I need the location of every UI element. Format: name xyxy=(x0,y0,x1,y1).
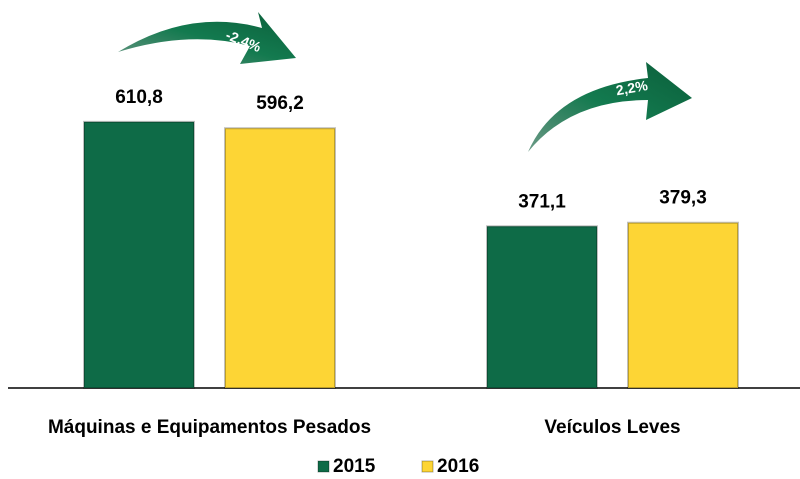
trend-arrow xyxy=(118,12,296,64)
bar xyxy=(627,221,739,389)
value-label: 596,2 xyxy=(256,93,304,114)
legend-label: 2016 xyxy=(437,456,479,477)
bar xyxy=(83,120,195,389)
legend-swatch xyxy=(317,460,330,473)
value-label: 371,1 xyxy=(518,191,566,212)
annotation: 2,2% xyxy=(615,77,650,98)
bar xyxy=(486,225,598,389)
bar xyxy=(224,127,336,389)
legend-label: 2015 xyxy=(333,456,376,477)
x-tick-label: Máquinas e Equipamentos Pesados xyxy=(48,417,371,438)
x-tick-label: Veículos Leves xyxy=(544,417,680,438)
value-label: 610,8 xyxy=(115,87,163,108)
value-label: 379,3 xyxy=(659,188,707,209)
trend-arrow xyxy=(528,62,692,152)
legend-swatch xyxy=(421,460,434,473)
